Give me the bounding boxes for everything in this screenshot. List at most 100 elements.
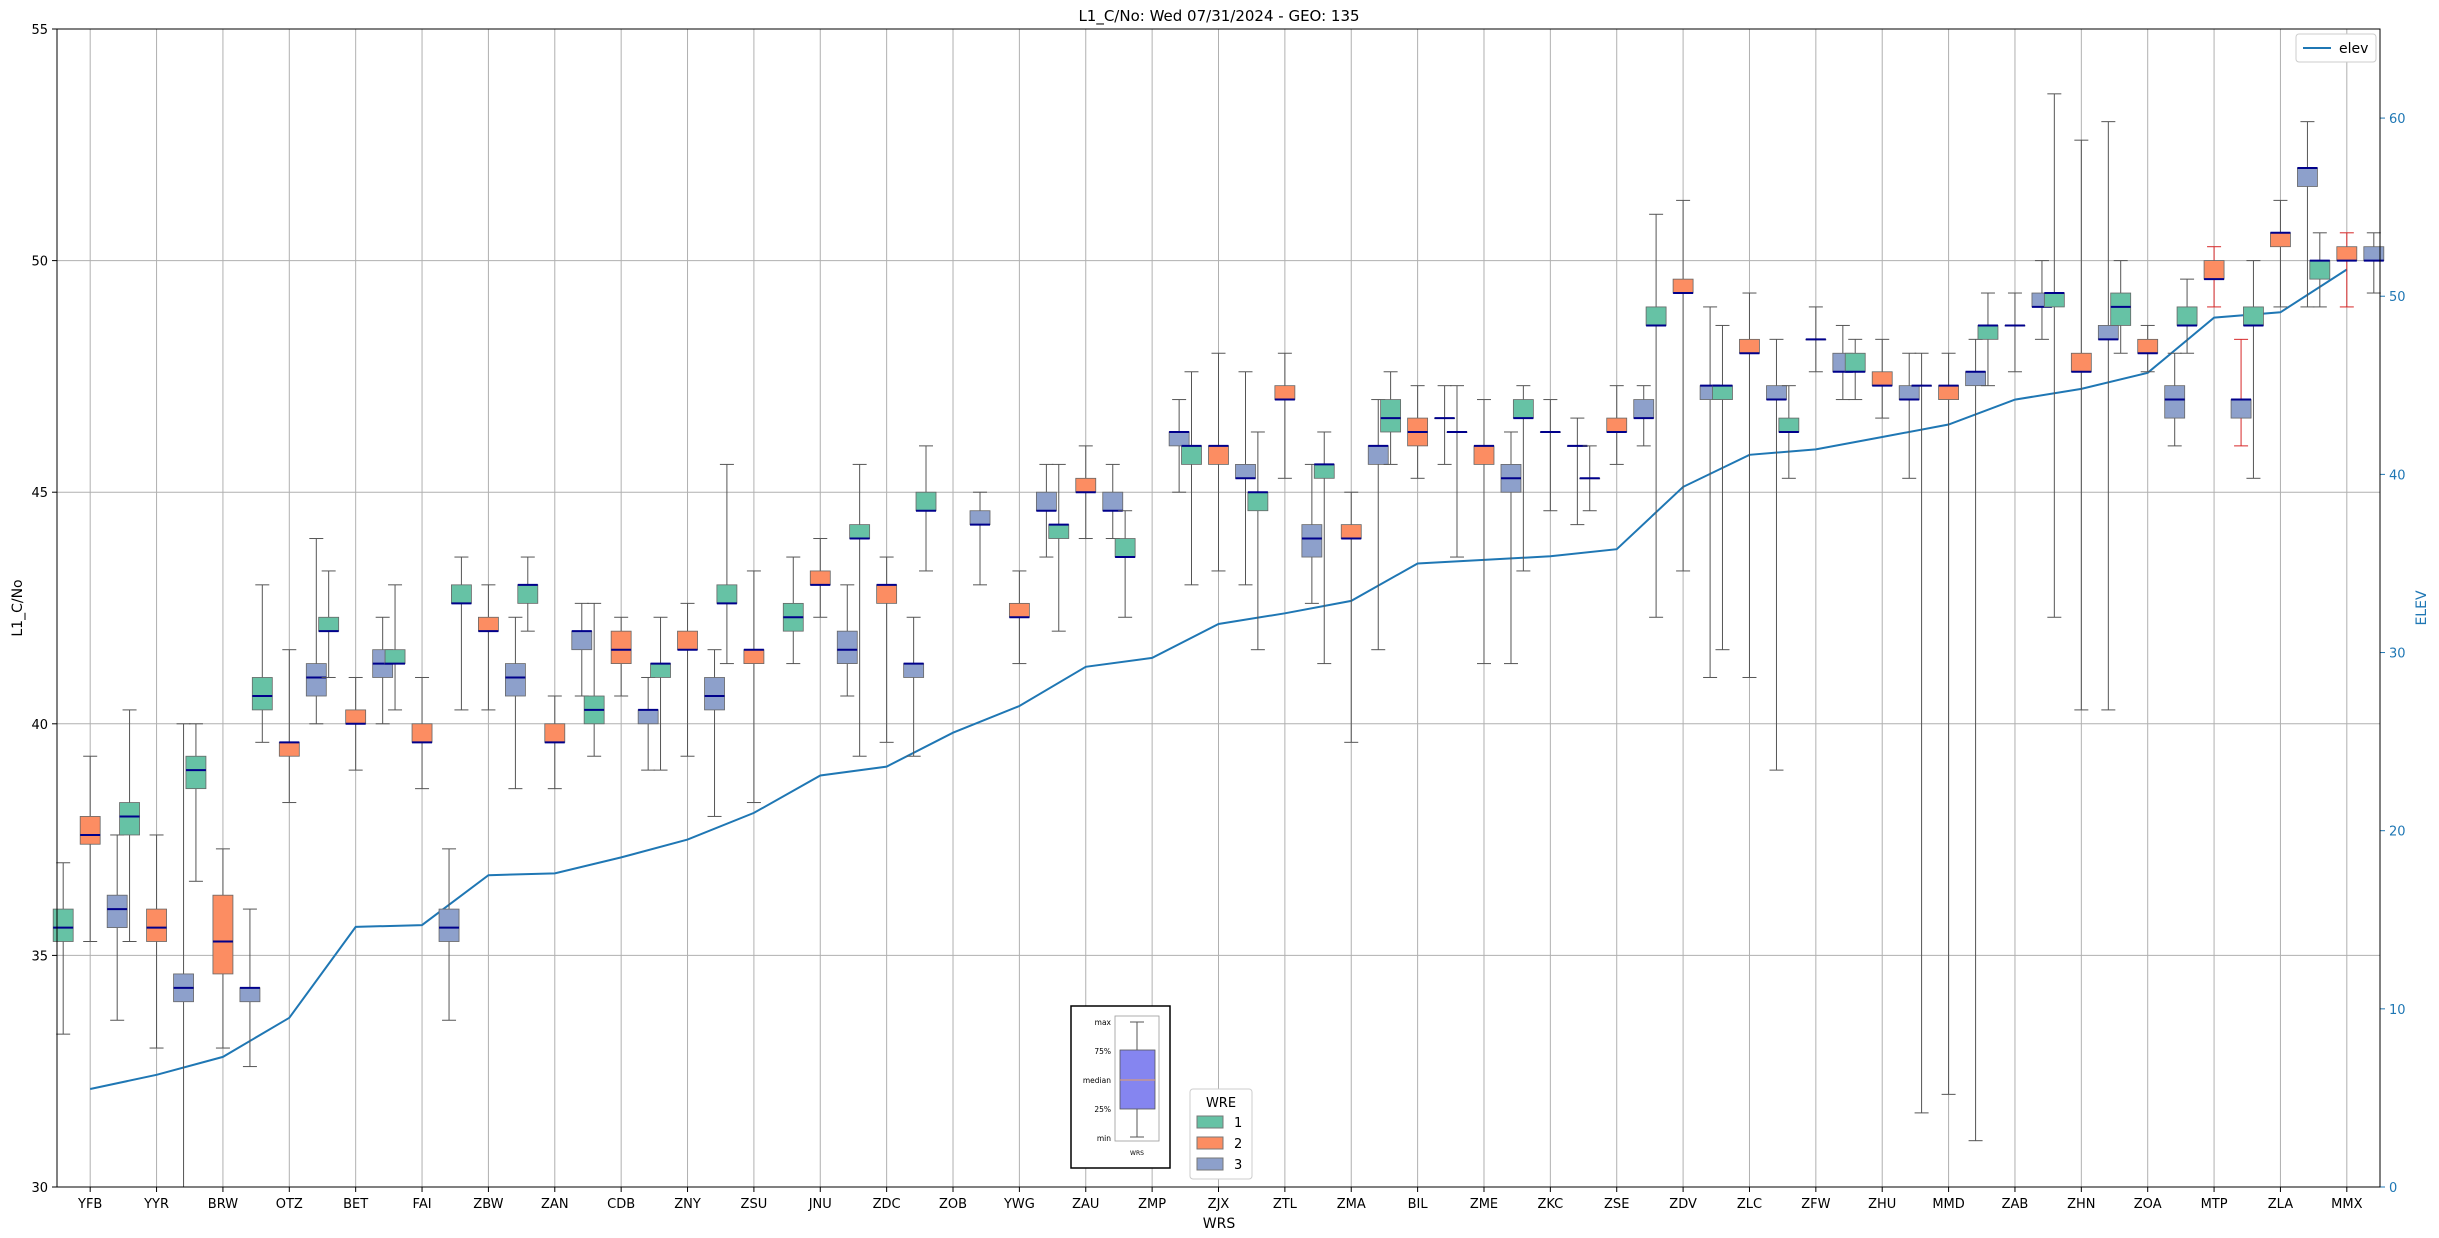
box-plot [1035,463,1057,558]
box-plot [1181,371,1202,586]
box-plot [1008,570,1030,665]
box-plot [650,616,671,771]
box-plot [2070,139,2092,711]
box-iqr [571,630,593,651]
box-plot [849,463,871,757]
box-iqr [146,908,167,942]
box-iqr [52,908,74,942]
box-iqr [1844,352,1866,373]
x-axis: YFB YYR BRW OTZ BET FAI ZBW ZAN CDB ZNY ZSU JNU ZDC Z… [77,1187,2363,1212]
box-plot [743,570,765,804]
inset-label-max: max [1095,1018,1112,1027]
box-iqr [318,616,340,632]
x-tick-label: ZME [1470,1197,1498,1212]
y2-tick-label: 40 [2389,468,2406,483]
x-tick-label: ZKC [1537,1197,1563,1212]
box-iqr [1274,385,1296,400]
box-iqr [2243,306,2264,326]
box-iqr [1301,524,1323,558]
box-iqr [478,616,499,632]
box-iqr [505,663,526,697]
inset-label-75: 75% [1094,1047,1111,1056]
plot-frame [56,28,2381,1188]
x-tick-label: OTZ [276,1197,303,1212]
box-plot [1114,510,1136,618]
box-plot [1938,352,1959,1095]
box-plot [2203,246,2225,308]
box-iqr [2270,232,2291,248]
box-iqr [185,755,207,790]
box-iqr [345,709,367,725]
box-plot [571,602,593,697]
box-iqr [106,894,128,929]
y2-tick-label: 0 [2389,1181,2397,1196]
box-plot [411,676,433,790]
box-plot [438,848,460,1021]
x-tick-label: BET [343,1197,368,1212]
box-plot [1778,385,1800,479]
box-plot [716,463,738,665]
x-axis-label: WRS [1203,1216,1236,1232]
box-plot [1247,431,1269,651]
box-plot [782,556,804,665]
box-plot [173,723,194,1188]
box-iqr [1778,417,1800,433]
elev-line [89,268,2348,1090]
box-iqr [1208,445,1229,465]
box-plot [544,695,566,790]
x-tick-label: ZOB [939,1197,967,1212]
box-iqr [969,510,991,526]
box-plot [809,538,831,618]
y-tick-label: 50 [31,255,48,270]
y-axis-label: L1_C/No [10,579,26,636]
box-iqr [1712,385,1733,400]
box-plot [451,556,472,711]
box-iqr [239,987,261,1003]
box-iqr [1965,371,1986,387]
box-plot [1977,292,1999,387]
x-tick-label: JNU [808,1197,832,1212]
box-plot [915,445,937,572]
box-plot [1446,385,1468,558]
x-tick-label: MTP [2201,1197,2228,1212]
y-tick-label: 30 [31,1181,48,1196]
legend-wre: WRE 1 2 3 [1189,1088,1253,1180]
x-tick-label: ZLC [1737,1197,1762,1212]
box-plot [1380,371,1402,465]
box-plot [1367,399,1389,651]
box-iqr [1606,417,1628,433]
box-iqr [2043,292,2065,308]
box-iqr [1008,602,1030,618]
box-plot [2309,232,2331,308]
box-plot [1871,338,1893,419]
box-plots [52,93,2385,1188]
box-plot [1739,292,1760,678]
box-plot [836,584,858,697]
x-tick-label: MMX [2331,1197,2362,1212]
legend-wre-label-2: 2 [1234,1137,1242,1152]
legend-elev: elev [2295,33,2377,63]
y-tick-label: 55 [31,23,48,38]
legend-wre-swatch-1 [1196,1115,1224,1129]
box-plot [384,584,406,711]
box-plot [52,862,74,1035]
box-iqr [1102,491,1124,512]
box-iqr [2363,246,2385,261]
box-plot [903,616,925,757]
y2-tick-label: 50 [2389,290,2406,305]
x-tick-label: ZMP [1138,1197,1166,1212]
box-iqr [809,570,831,586]
box-iqr [2097,325,2119,340]
box-iqr [2309,260,2331,280]
x-tick-label: ZBW [473,1197,503,1212]
y-tick-label: 40 [31,718,48,733]
y2-tick-label: 30 [2389,647,2406,662]
box-iqr [212,894,234,975]
box-iqr [903,663,925,678]
box-plot [583,602,605,757]
box-iqr [876,584,898,604]
box-iqr [1313,464,1335,479]
box-iqr [278,741,300,757]
box-plot [1844,338,1866,401]
